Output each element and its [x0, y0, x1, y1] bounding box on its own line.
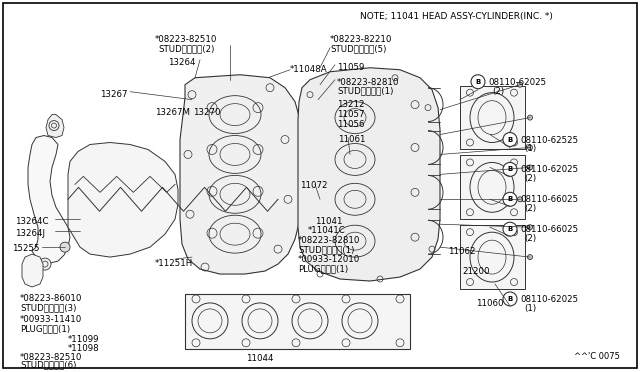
Circle shape [527, 145, 532, 150]
Circle shape [518, 82, 522, 87]
Text: PLUGプラグ(1): PLUGプラグ(1) [298, 264, 348, 273]
Circle shape [39, 258, 51, 270]
Text: 11041: 11041 [315, 217, 342, 226]
Text: *08223-82510: *08223-82510 [20, 353, 83, 362]
Circle shape [527, 225, 532, 230]
Circle shape [471, 75, 485, 89]
Circle shape [527, 254, 532, 260]
Text: *00933-11410: *00933-11410 [20, 315, 83, 324]
Circle shape [60, 242, 70, 252]
Text: (2): (2) [524, 234, 536, 243]
Text: ^^'C 0075: ^^'C 0075 [574, 352, 620, 361]
Text: 11056: 11056 [337, 119, 365, 129]
Text: 11059: 11059 [337, 63, 364, 72]
Circle shape [527, 115, 532, 120]
Text: B: B [508, 226, 513, 232]
Text: 08110-66025: 08110-66025 [520, 225, 578, 234]
Text: STUDスタッド(1): STUDスタッド(1) [337, 87, 394, 96]
Circle shape [518, 197, 522, 202]
Text: 15255: 15255 [12, 244, 40, 253]
Text: (1): (1) [524, 304, 536, 313]
Text: 21200: 21200 [462, 267, 490, 276]
Bar [460, 86, 525, 150]
Text: 13212: 13212 [337, 100, 365, 109]
Text: 11060: 11060 [476, 299, 504, 308]
Text: *08223-82810: *08223-82810 [298, 236, 360, 245]
Text: 11044: 11044 [246, 354, 274, 363]
Text: 13264: 13264 [168, 58, 195, 67]
Text: B: B [508, 137, 513, 142]
Bar [460, 155, 525, 219]
Text: B: B [508, 166, 513, 172]
Circle shape [503, 192, 517, 206]
Circle shape [527, 165, 532, 170]
Text: *11048A: *11048A [290, 65, 328, 74]
Text: 13267: 13267 [100, 90, 127, 99]
Text: STUDスタッド(1): STUDスタッド(1) [298, 245, 355, 254]
Text: 13267M: 13267M [155, 108, 190, 117]
Text: *08223-82510: *08223-82510 [155, 35, 218, 44]
Polygon shape [22, 254, 43, 287]
Text: *08223-82210: *08223-82210 [330, 35, 392, 44]
Polygon shape [28, 135, 70, 263]
Text: *11099: *11099 [68, 335, 99, 344]
Text: B: B [508, 296, 513, 302]
Text: *11098: *11098 [68, 344, 100, 353]
Bar [460, 225, 525, 289]
Text: 08110-62025: 08110-62025 [520, 295, 578, 304]
Text: (2): (2) [492, 87, 504, 96]
Text: *11041C: *11041C [308, 226, 346, 235]
Text: STUDスタッド(3): STUDスタッド(3) [20, 303, 76, 312]
Text: *00933-12010: *00933-12010 [298, 255, 360, 264]
Text: STUDスタッド(5): STUDスタッド(5) [330, 44, 387, 53]
Text: B: B [476, 79, 481, 85]
Text: 11057: 11057 [337, 110, 365, 119]
Text: PLUGプラグ(1): PLUGプラグ(1) [20, 324, 70, 333]
Text: 11062: 11062 [448, 247, 476, 256]
Polygon shape [68, 142, 178, 257]
Text: *08223-82810: *08223-82810 [337, 78, 399, 87]
Text: 13264J: 13264J [15, 229, 45, 238]
Text: 08110-66025: 08110-66025 [520, 195, 578, 204]
Text: B: B [508, 196, 513, 202]
Polygon shape [298, 68, 440, 281]
Polygon shape [180, 75, 302, 274]
Polygon shape [46, 115, 64, 138]
Circle shape [503, 222, 517, 236]
Text: NOTE; 11041 HEAD ASSY-CYLINDER(INC. *): NOTE; 11041 HEAD ASSY-CYLINDER(INC. *) [360, 12, 553, 21]
Circle shape [503, 163, 517, 176]
Text: (2): (2) [524, 204, 536, 213]
Text: *11251H: *11251H [155, 259, 193, 268]
Text: 11072: 11072 [300, 182, 328, 190]
Text: STUDスタッド(2): STUDスタッド(2) [158, 44, 214, 53]
Text: 08110-62525: 08110-62525 [520, 135, 578, 145]
Text: *08223-86010: *08223-86010 [20, 294, 83, 303]
Bar [185, 294, 410, 349]
Text: 13264C: 13264C [15, 217, 49, 226]
Text: 08110-62025: 08110-62025 [520, 166, 578, 174]
Circle shape [503, 132, 517, 147]
Text: (2): (2) [524, 174, 536, 183]
Circle shape [503, 292, 517, 306]
Text: 08110-62025: 08110-62025 [488, 78, 546, 87]
Text: 11061: 11061 [338, 135, 365, 144]
Text: (1): (1) [524, 144, 536, 154]
Text: 13270: 13270 [193, 108, 221, 117]
Text: STUDスタッド(6): STUDスタッド(6) [20, 361, 76, 370]
